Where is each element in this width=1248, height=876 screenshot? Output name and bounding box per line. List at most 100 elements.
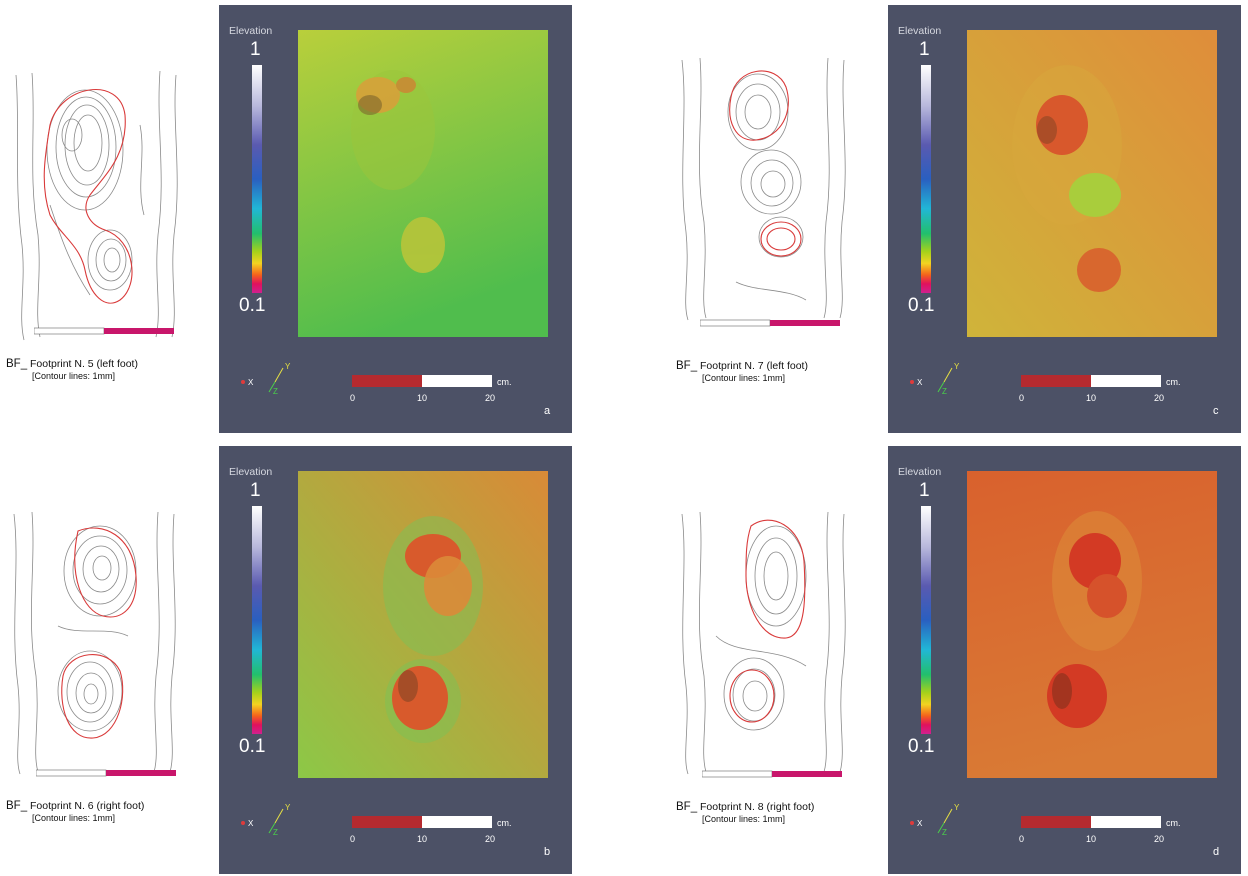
axis-x-label: X xyxy=(917,378,923,387)
legend-max: 1 xyxy=(919,39,930,60)
legend-max: 1 xyxy=(250,480,261,501)
orientation-axes: Y Z X xyxy=(241,362,291,396)
contour-scalebar xyxy=(36,769,176,777)
axis-x-label: X xyxy=(917,819,923,828)
scale-bar xyxy=(1021,375,1161,387)
caption-title-prefix: BF_ xyxy=(676,801,698,813)
legend-min: 0.1 xyxy=(239,736,266,757)
caption-title-text: Footprint N. 8 (right foot) xyxy=(700,801,815,813)
scale-bar xyxy=(352,375,492,387)
legend-min: 0.1 xyxy=(239,295,266,316)
axis-z-label: Z xyxy=(942,387,947,396)
terrain-render xyxy=(298,30,548,337)
caption-title-prefix: BF_ xyxy=(6,358,28,370)
elevation-colorbar xyxy=(921,506,931,734)
panel-letter: b xyxy=(544,846,551,858)
scale-tick-10: 10 xyxy=(417,834,428,844)
contour-scalebar xyxy=(700,319,840,327)
figure-panel-d: BF_ Footprint N. 8 (right foot) [Contour… xyxy=(624,438,1248,876)
scale-tick-10: 10 xyxy=(417,393,428,403)
legend-max: 1 xyxy=(250,39,261,60)
contour-lines-graphic xyxy=(681,511,846,775)
contour-lines-graphic xyxy=(13,511,176,775)
scale-tick-10: 10 xyxy=(1086,834,1097,844)
terrain-image xyxy=(967,30,1217,337)
panel-caption: BF_ Footprint N. 6 (right foot) [Contour… xyxy=(6,800,144,823)
panel-caption: BF_ Footprint N. 7 (left foot) [Contour … xyxy=(676,360,808,383)
contour-map xyxy=(672,0,882,438)
contour-lines-graphic xyxy=(681,57,846,321)
panel-caption: BF_ Footprint N. 8 (right foot) [Contour… xyxy=(676,801,814,824)
elevation-view: Elevation 1 0.1 Y xyxy=(888,5,1241,433)
scale-tick-20: 20 xyxy=(485,834,496,844)
scale-unit: cm. xyxy=(497,818,512,828)
axis-y-label: Y xyxy=(285,803,291,812)
caption-subtitle: [Contour lines: 1mm] xyxy=(32,813,116,823)
legend-min: 0.1 xyxy=(908,736,935,757)
scale-tick-0: 0 xyxy=(350,393,356,403)
caption-title-text: Footprint N. 5 (left foot) xyxy=(30,358,138,370)
figure-panel-c: BF_ Footprint N. 7 (left foot) [Contour … xyxy=(624,0,1248,438)
panel-letter: d xyxy=(1213,846,1220,858)
legend-title: Elevation xyxy=(898,25,942,37)
axis-x-label: X xyxy=(248,378,254,387)
scale-tick-20: 20 xyxy=(485,393,496,403)
terrain-render xyxy=(298,471,548,778)
contour-scalebar xyxy=(702,770,842,778)
legend-max: 1 xyxy=(919,480,930,501)
axis-z-label: Z xyxy=(942,828,947,837)
caption-title-prefix: BF_ xyxy=(676,360,698,372)
caption-title: BF_ Footprint N. 6 (right foot) xyxy=(6,800,144,812)
axis-y-label: Y xyxy=(954,803,960,812)
scale-tick-10: 10 xyxy=(1086,393,1097,403)
caption-title: BF_ Footprint N. 8 (right foot) xyxy=(676,801,814,813)
terrain-render xyxy=(967,471,1217,778)
axis-y-label: Y xyxy=(285,362,291,371)
caption-subtitle: [Contour lines: 1mm] xyxy=(702,814,786,824)
caption-subtitle: [Contour lines: 1mm] xyxy=(32,371,116,381)
axis-x-label: X xyxy=(248,819,254,828)
elevation-colorbar xyxy=(921,65,931,293)
terrain-image xyxy=(298,30,548,337)
caption-title: BF_ Footprint N. 5 (left foot) xyxy=(6,358,138,370)
axis-z-label: Z xyxy=(273,828,278,837)
elevation-colorbar xyxy=(252,506,262,734)
scale-tick-0: 0 xyxy=(1019,834,1025,844)
contour-map xyxy=(0,438,210,876)
figure-panel-a: BF_ Footprint N. 5 (left foot) [Contour … xyxy=(0,0,624,438)
scale-tick-0: 0 xyxy=(350,834,356,844)
contour-scalebar xyxy=(34,327,174,335)
contour-map xyxy=(0,0,210,438)
scale-unit: cm. xyxy=(1166,818,1181,828)
scale-bar xyxy=(1021,816,1161,828)
legend-title: Elevation xyxy=(229,25,273,37)
scale-bar xyxy=(352,816,492,828)
scale-unit: cm. xyxy=(1166,377,1181,387)
terrain-image xyxy=(967,471,1217,778)
caption-title: BF_ Footprint N. 7 (left foot) xyxy=(676,360,808,372)
axis-z-label: Z xyxy=(273,387,278,396)
figure-panel-b: BF_ Footprint N. 6 (right foot) [Contour… xyxy=(0,438,624,876)
orientation-axes: Y Z X xyxy=(910,362,960,396)
scale-tick-0: 0 xyxy=(1019,393,1025,403)
orientation-axes: Y Z X xyxy=(241,803,291,837)
scale-unit: cm. xyxy=(497,377,512,387)
legend-title: Elevation xyxy=(229,466,273,478)
caption-title-text: Footprint N. 7 (left foot) xyxy=(700,360,808,372)
caption-title-prefix: BF_ xyxy=(6,800,28,812)
panel-letter: c xyxy=(1213,405,1219,417)
legend-title: Elevation xyxy=(898,466,942,478)
legend-min: 0.1 xyxy=(908,295,935,316)
terrain-render xyxy=(967,30,1217,337)
caption-title-text: Footprint N. 6 (right foot) xyxy=(30,800,145,812)
scale-tick-20: 20 xyxy=(1154,834,1165,844)
terrain-image xyxy=(298,471,548,778)
elevation-view: Elevation 1 0.1 xyxy=(219,446,572,874)
elevation-view: Elevation 1 0.1 xyxy=(219,5,572,433)
caption-subtitle: [Contour lines: 1mm] xyxy=(702,373,786,383)
elevation-view: Elevation 1 0.1 Y xyxy=(888,446,1241,874)
contour-map xyxy=(672,438,882,876)
axis-y-label: Y xyxy=(954,362,960,371)
contour-lines-graphic xyxy=(15,70,178,341)
orientation-axes: Y Z X xyxy=(910,803,960,837)
